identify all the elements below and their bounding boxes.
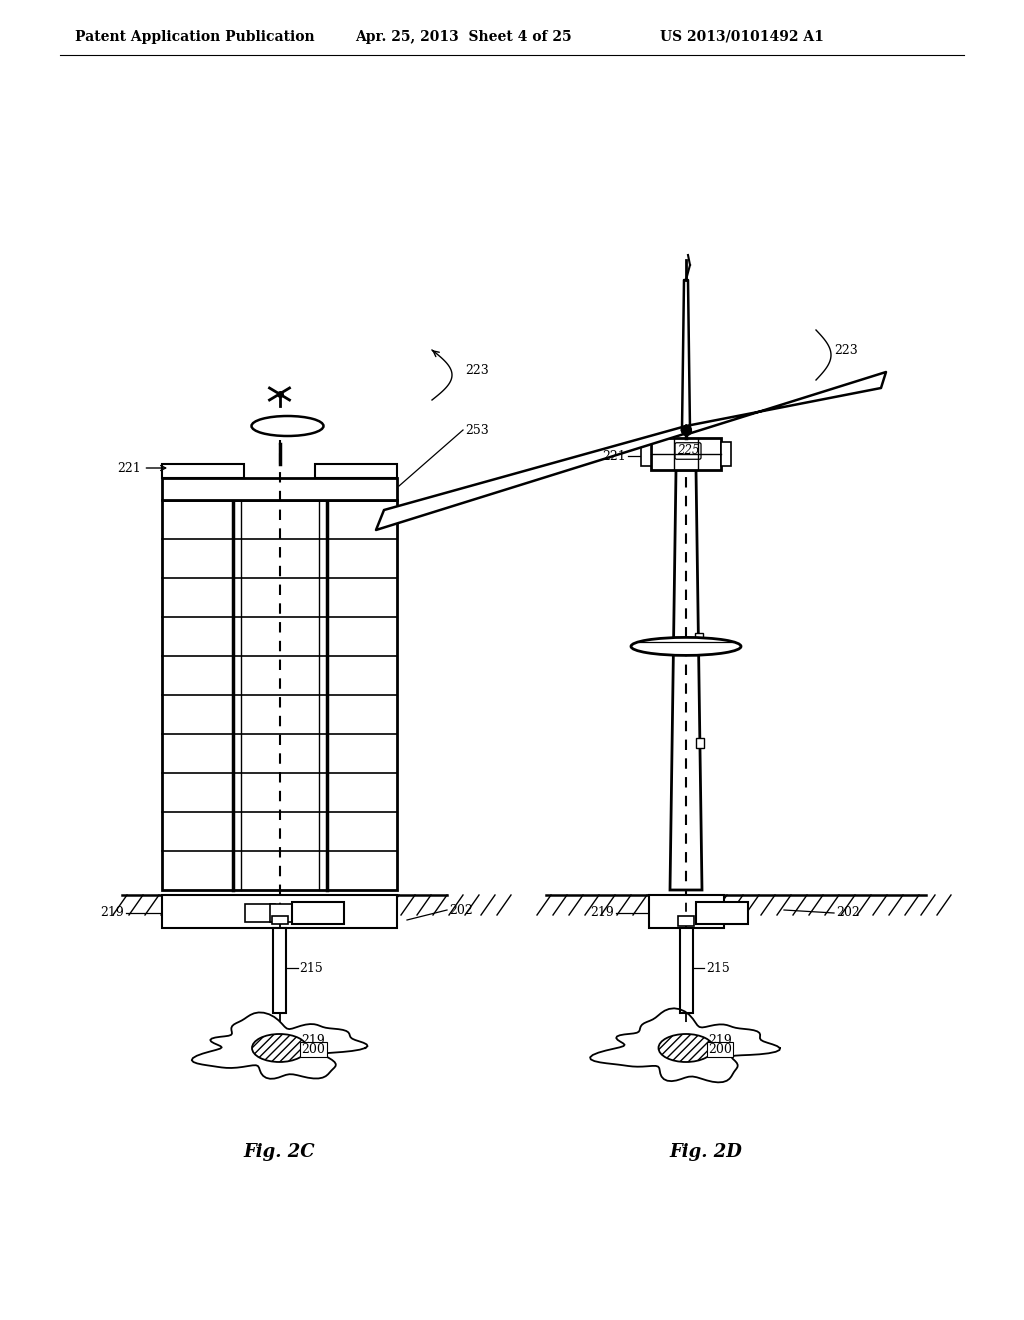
- Text: 223: 223: [465, 363, 488, 376]
- Bar: [695, 634, 703, 643]
- Bar: [273, 928, 286, 1012]
- Text: 219: 219: [590, 907, 614, 920]
- Text: 221: 221: [117, 462, 166, 474]
- Text: 253: 253: [465, 424, 488, 437]
- Text: 219: 219: [100, 907, 124, 920]
- Text: US 2013/0101492 A1: US 2013/0101492 A1: [660, 30, 824, 44]
- Text: 225: 225: [677, 445, 699, 458]
- Bar: [271, 916, 288, 924]
- Bar: [162, 500, 397, 890]
- Text: 202: 202: [449, 903, 473, 916]
- Bar: [162, 895, 397, 928]
- Bar: [314, 465, 397, 478]
- Text: 215: 215: [299, 961, 324, 974]
- Text: Apr. 25, 2013  Sheet 4 of 25: Apr. 25, 2013 Sheet 4 of 25: [355, 30, 571, 44]
- Text: 200: 200: [301, 1043, 326, 1056]
- Text: 223: 223: [834, 343, 858, 356]
- Bar: [292, 902, 343, 924]
- Text: 221: 221: [602, 450, 626, 462]
- Text: 226: 226: [306, 907, 329, 920]
- Polygon shape: [682, 280, 690, 430]
- Bar: [245, 904, 274, 921]
- Text: Fig. 2D: Fig. 2D: [670, 1143, 742, 1162]
- Text: 225: 225: [276, 420, 299, 433]
- Bar: [269, 904, 299, 921]
- Text: 226: 226: [711, 907, 733, 920]
- Bar: [641, 442, 651, 466]
- Bar: [162, 465, 245, 478]
- Text: 215: 215: [706, 961, 730, 974]
- Text: 200: 200: [708, 1043, 732, 1056]
- Polygon shape: [376, 426, 686, 531]
- Ellipse shape: [252, 1034, 307, 1063]
- Bar: [696, 902, 748, 924]
- Text: Patent Application Publication: Patent Application Publication: [75, 30, 314, 44]
- Polygon shape: [686, 372, 886, 434]
- Bar: [680, 928, 692, 1012]
- Polygon shape: [590, 1008, 780, 1082]
- Bar: [721, 442, 731, 466]
- Ellipse shape: [658, 1034, 714, 1063]
- Text: 219: 219: [708, 1034, 732, 1047]
- Polygon shape: [191, 1012, 368, 1078]
- Polygon shape: [670, 470, 702, 890]
- Text: Fig. 2C: Fig. 2C: [244, 1143, 315, 1162]
- Ellipse shape: [631, 638, 741, 656]
- Bar: [648, 895, 724, 928]
- Text: 219: 219: [301, 1034, 326, 1047]
- Text: 202: 202: [836, 907, 860, 920]
- Bar: [651, 438, 721, 470]
- Bar: [678, 916, 694, 927]
- Bar: [162, 478, 397, 500]
- Bar: [696, 738, 705, 748]
- Ellipse shape: [252, 416, 324, 436]
